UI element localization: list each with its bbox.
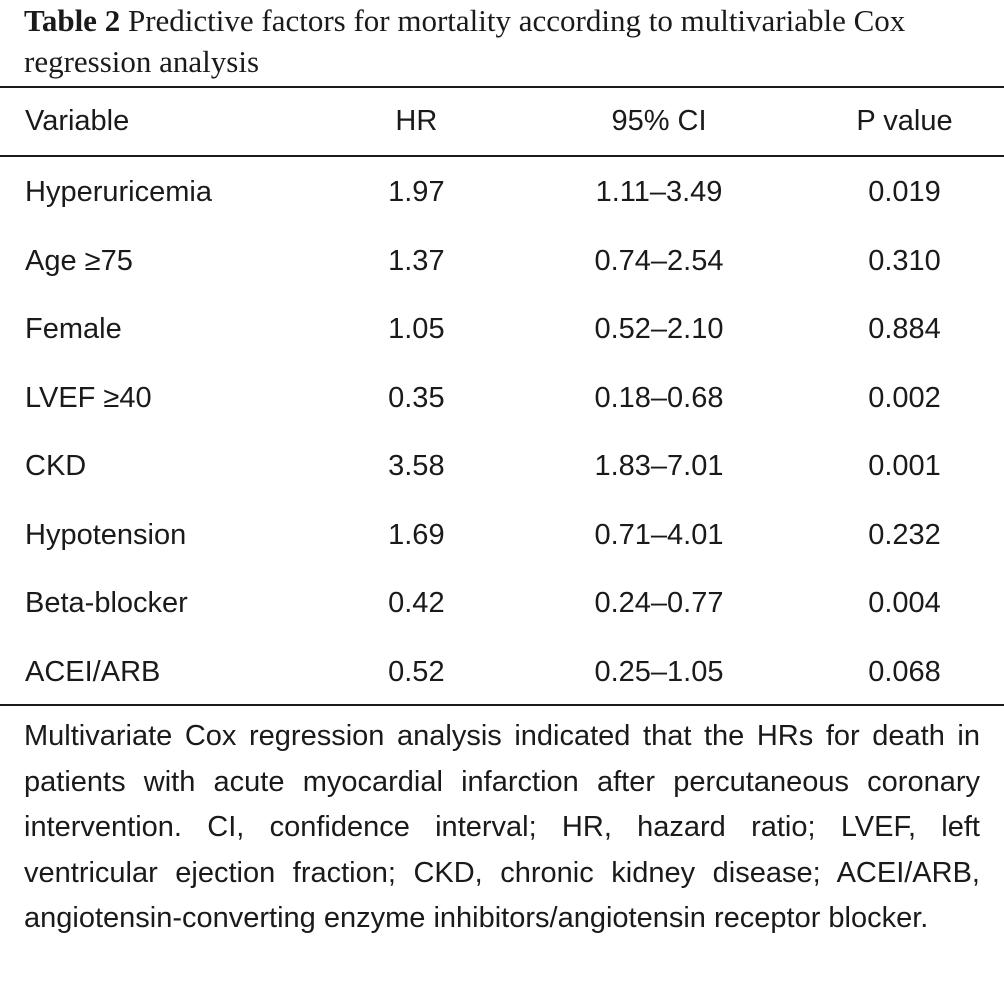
cell-variable: ACEI/ARB [25, 655, 161, 688]
table-caption: Table 2 Predictive factors for mortality… [24, 0, 984, 82]
results-table: Variable HR 95% CI P value Hyperuricemia… [0, 88, 1004, 707]
cell-p-value: 0.002 [868, 381, 941, 414]
header-hr: HR [395, 105, 438, 137]
cell-hr: 3.58 [388, 450, 445, 483]
cell-variable: Hypotension [25, 518, 187, 551]
cell-ci: 0.71–4.01 [594, 518, 724, 551]
cell-ci: 1.83–7.01 [594, 450, 724, 483]
table-row: ACEI/ARB 0.52 0.25–1.05 0.068 [0, 638, 1004, 707]
cell-variable: Hyperuricemia [25, 175, 212, 208]
cell-hr: 1.05 [388, 313, 445, 346]
cell-p-value: 0.001 [868, 450, 941, 483]
table-header-row: Variable HR 95% CI P value [0, 88, 1004, 155]
table-caption-text: Predictive factors for mortality accordi… [24, 3, 906, 79]
cell-p-value: 0.310 [868, 244, 941, 277]
table-row: Female 1.05 0.52–2.10 0.884 [0, 296, 1004, 365]
table-row: Age ≥75 1.37 0.74–2.54 0.310 [0, 227, 1004, 296]
cell-variable: CKD [25, 450, 87, 483]
cell-hr: 1.69 [388, 518, 445, 551]
cell-ci: 0.74–2.54 [594, 244, 724, 277]
header-variable: Variable [25, 105, 130, 137]
header-p-value: P value [856, 105, 953, 137]
cell-p-value: 0.232 [868, 518, 941, 551]
cell-hr: 1.37 [388, 244, 445, 277]
cell-variable: LVEF ≥40 [25, 381, 152, 414]
cell-ci: 0.24–0.77 [594, 587, 724, 620]
table-row: Hypotension 1.69 0.71–4.01 0.232 [0, 501, 1004, 570]
header-rule [0, 155, 1004, 157]
cell-ci: 1.11–3.49 [595, 175, 723, 208]
cell-p-value: 0.884 [868, 313, 941, 346]
cell-hr: 0.35 [388, 381, 445, 414]
header-ci: 95% CI [611, 105, 707, 137]
cell-p-value: 0.019 [868, 175, 941, 208]
table-row: Beta-blocker 0.42 0.24–0.77 0.004 [0, 570, 1004, 639]
cell-variable: Female [25, 313, 122, 346]
top-rule [0, 86, 1004, 88]
bottom-rule [0, 704, 1004, 706]
cell-ci: 0.25–1.05 [594, 655, 724, 688]
table-row: CKD 3.58 1.83–7.01 0.001 [0, 433, 1004, 502]
cell-p-value: 0.004 [868, 587, 941, 620]
table-row: Hyperuricemia 1.97 1.11–3.49 0.019 [0, 157, 1004, 227]
cell-variable: Beta-blocker [25, 587, 188, 620]
cell-ci: 0.18–0.68 [594, 381, 724, 414]
cell-hr: 0.52 [388, 655, 445, 688]
table-footnote: Multivariate Cox regression analysis ind… [24, 720, 980, 934]
cell-hr: 0.42 [388, 587, 445, 620]
cell-variable: Age ≥75 [25, 244, 133, 277]
cell-ci: 0.52–2.10 [594, 313, 724, 346]
cell-p-value: 0.068 [868, 655, 941, 688]
table-row: LVEF ≥40 0.35 0.18–0.68 0.002 [0, 364, 1004, 433]
cell-hr: 1.97 [388, 175, 445, 208]
table-caption-label: Table 2 [24, 3, 121, 38]
